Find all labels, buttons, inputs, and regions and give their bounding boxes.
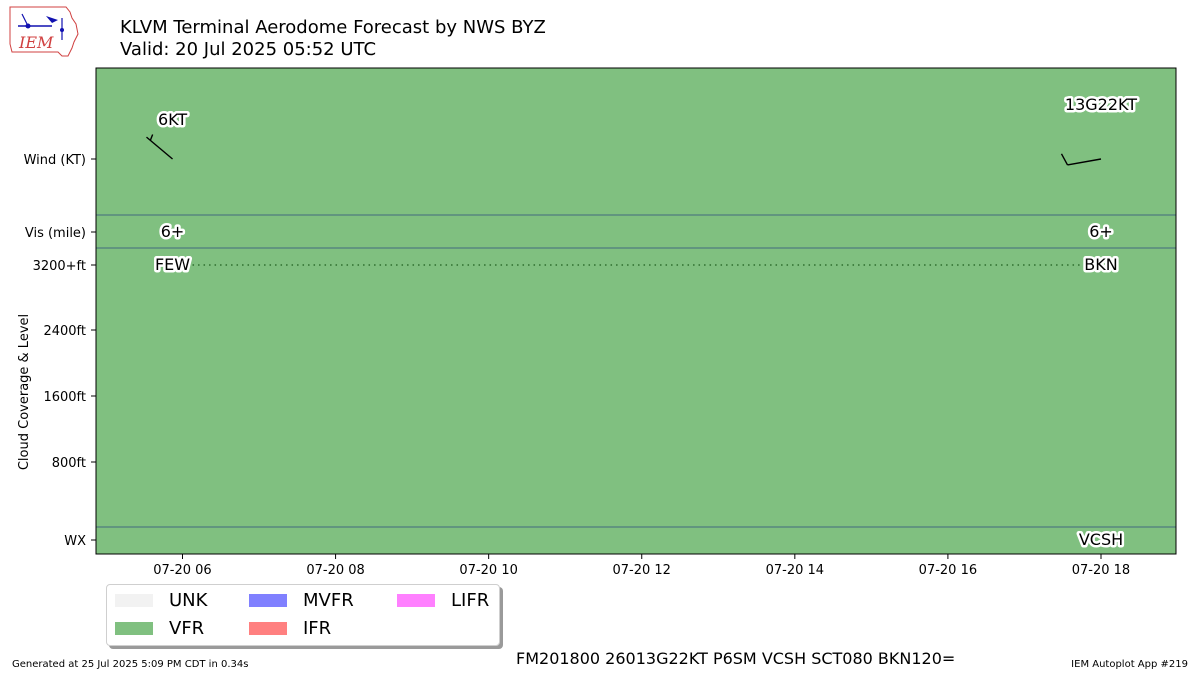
x-tick-label: 07-20 06	[153, 563, 211, 578]
plot-frame	[95, 67, 1177, 555]
legend-label: UNK	[169, 589, 208, 611]
legend-swatch	[397, 593, 435, 607]
chart-title: KLVM Terminal Aerodome Forecast by NWS B…	[120, 17, 546, 61]
x-tick-label: 07-20 18	[1072, 563, 1130, 578]
x-tick-label: 07-20 08	[306, 563, 364, 578]
legend-label: VFR	[169, 617, 205, 639]
y-tick-label: Vis (mile)	[25, 226, 86, 241]
wind-label-halo: 6KT	[158, 110, 187, 129]
y-tick-label: WX	[64, 534, 86, 549]
axes: 07-20 06 07-20 08 07-20 10 07-20 12 07-20 14…	[17, 67, 1177, 578]
flight-category-fill	[96, 68, 1176, 554]
legend-label: LIFR	[451, 589, 490, 611]
barb-flag	[1060, 153, 1069, 166]
cloud-label: FEW	[155, 255, 190, 274]
wind-barb	[1060, 153, 1102, 166]
legend-label: IFR	[303, 617, 332, 639]
app-id: IEM Autoplot App #219	[1071, 659, 1188, 670]
generated-timestamp: Generated at 25 Jul 2025 5:09 PM CDT in …	[12, 659, 249, 670]
barb-staff	[146, 136, 173, 160]
x-tick-label: 07-20 10	[459, 563, 517, 578]
cloud-label-halo: BKN	[1084, 255, 1117, 274]
vis-label: 6+	[1089, 222, 1113, 241]
plot-area	[96, 68, 1176, 554]
legend-item: MVFR	[249, 588, 354, 612]
x-tick-label: 07-20 12	[613, 563, 671, 578]
legend-swatch	[115, 593, 153, 607]
legend-item: UNK	[115, 588, 207, 612]
x-tick-label: 07-20 16	[919, 563, 977, 578]
barb-staff	[1067, 158, 1102, 166]
logo-text: IEM	[18, 33, 54, 52]
legend-swatch	[249, 593, 287, 607]
y-tick-label: 1600ft	[43, 390, 86, 405]
x-tick-label: 07-20 14	[766, 563, 824, 578]
wx-label-halo: VCSH	[1079, 530, 1123, 549]
cloud-label-halo: FEW	[155, 255, 190, 274]
wind-label: 6KT	[158, 110, 187, 129]
wind-label-halo: 13G22KT	[1065, 95, 1137, 114]
y-tick-label: 800ft	[52, 456, 86, 471]
y-axis-label: Cloud Coverage & Level	[17, 314, 32, 470]
vis-label-halo: 6+	[161, 222, 185, 241]
barb-half	[149, 134, 154, 141]
legend-item: VFR	[115, 616, 204, 640]
legend-swatch	[115, 621, 153, 635]
legend-label: MVFR	[303, 589, 354, 611]
legend-swatch	[249, 621, 287, 635]
legend: UNK VFR MVFR IFR LIFR	[106, 584, 500, 646]
title-line-1: KLVM Terminal Aerodome Forecast by NWS B…	[120, 17, 546, 38]
cloud-label: BKN	[1084, 255, 1117, 274]
wx-label: VCSH	[1079, 530, 1123, 549]
iem-logo: IEM	[9, 6, 79, 57]
y-tick-label: Wind (KT)	[24, 153, 86, 168]
wind-label: 13G22KT	[1065, 95, 1137, 114]
title-line-2: Valid: 20 Jul 2025 05:52 UTC	[120, 39, 377, 60]
y-tick-label: 3200+ft	[33, 259, 86, 274]
taf-text: FM201800 26013G22KT P6SM VCSH SCT080 BKN…	[516, 649, 956, 668]
legend-item: IFR	[249, 616, 331, 640]
wind-barb	[146, 134, 173, 160]
vis-label-halo: 6+	[1089, 222, 1113, 241]
legend-item: LIFR	[397, 588, 489, 612]
y-tick-label: 2400ft	[43, 324, 86, 339]
data-labels: 6KT6KT6+6+FEWFEW13G22KT13G22KT6+6+BKNBKN…	[146, 93, 1140, 552]
vis-label: 6+	[161, 222, 185, 241]
